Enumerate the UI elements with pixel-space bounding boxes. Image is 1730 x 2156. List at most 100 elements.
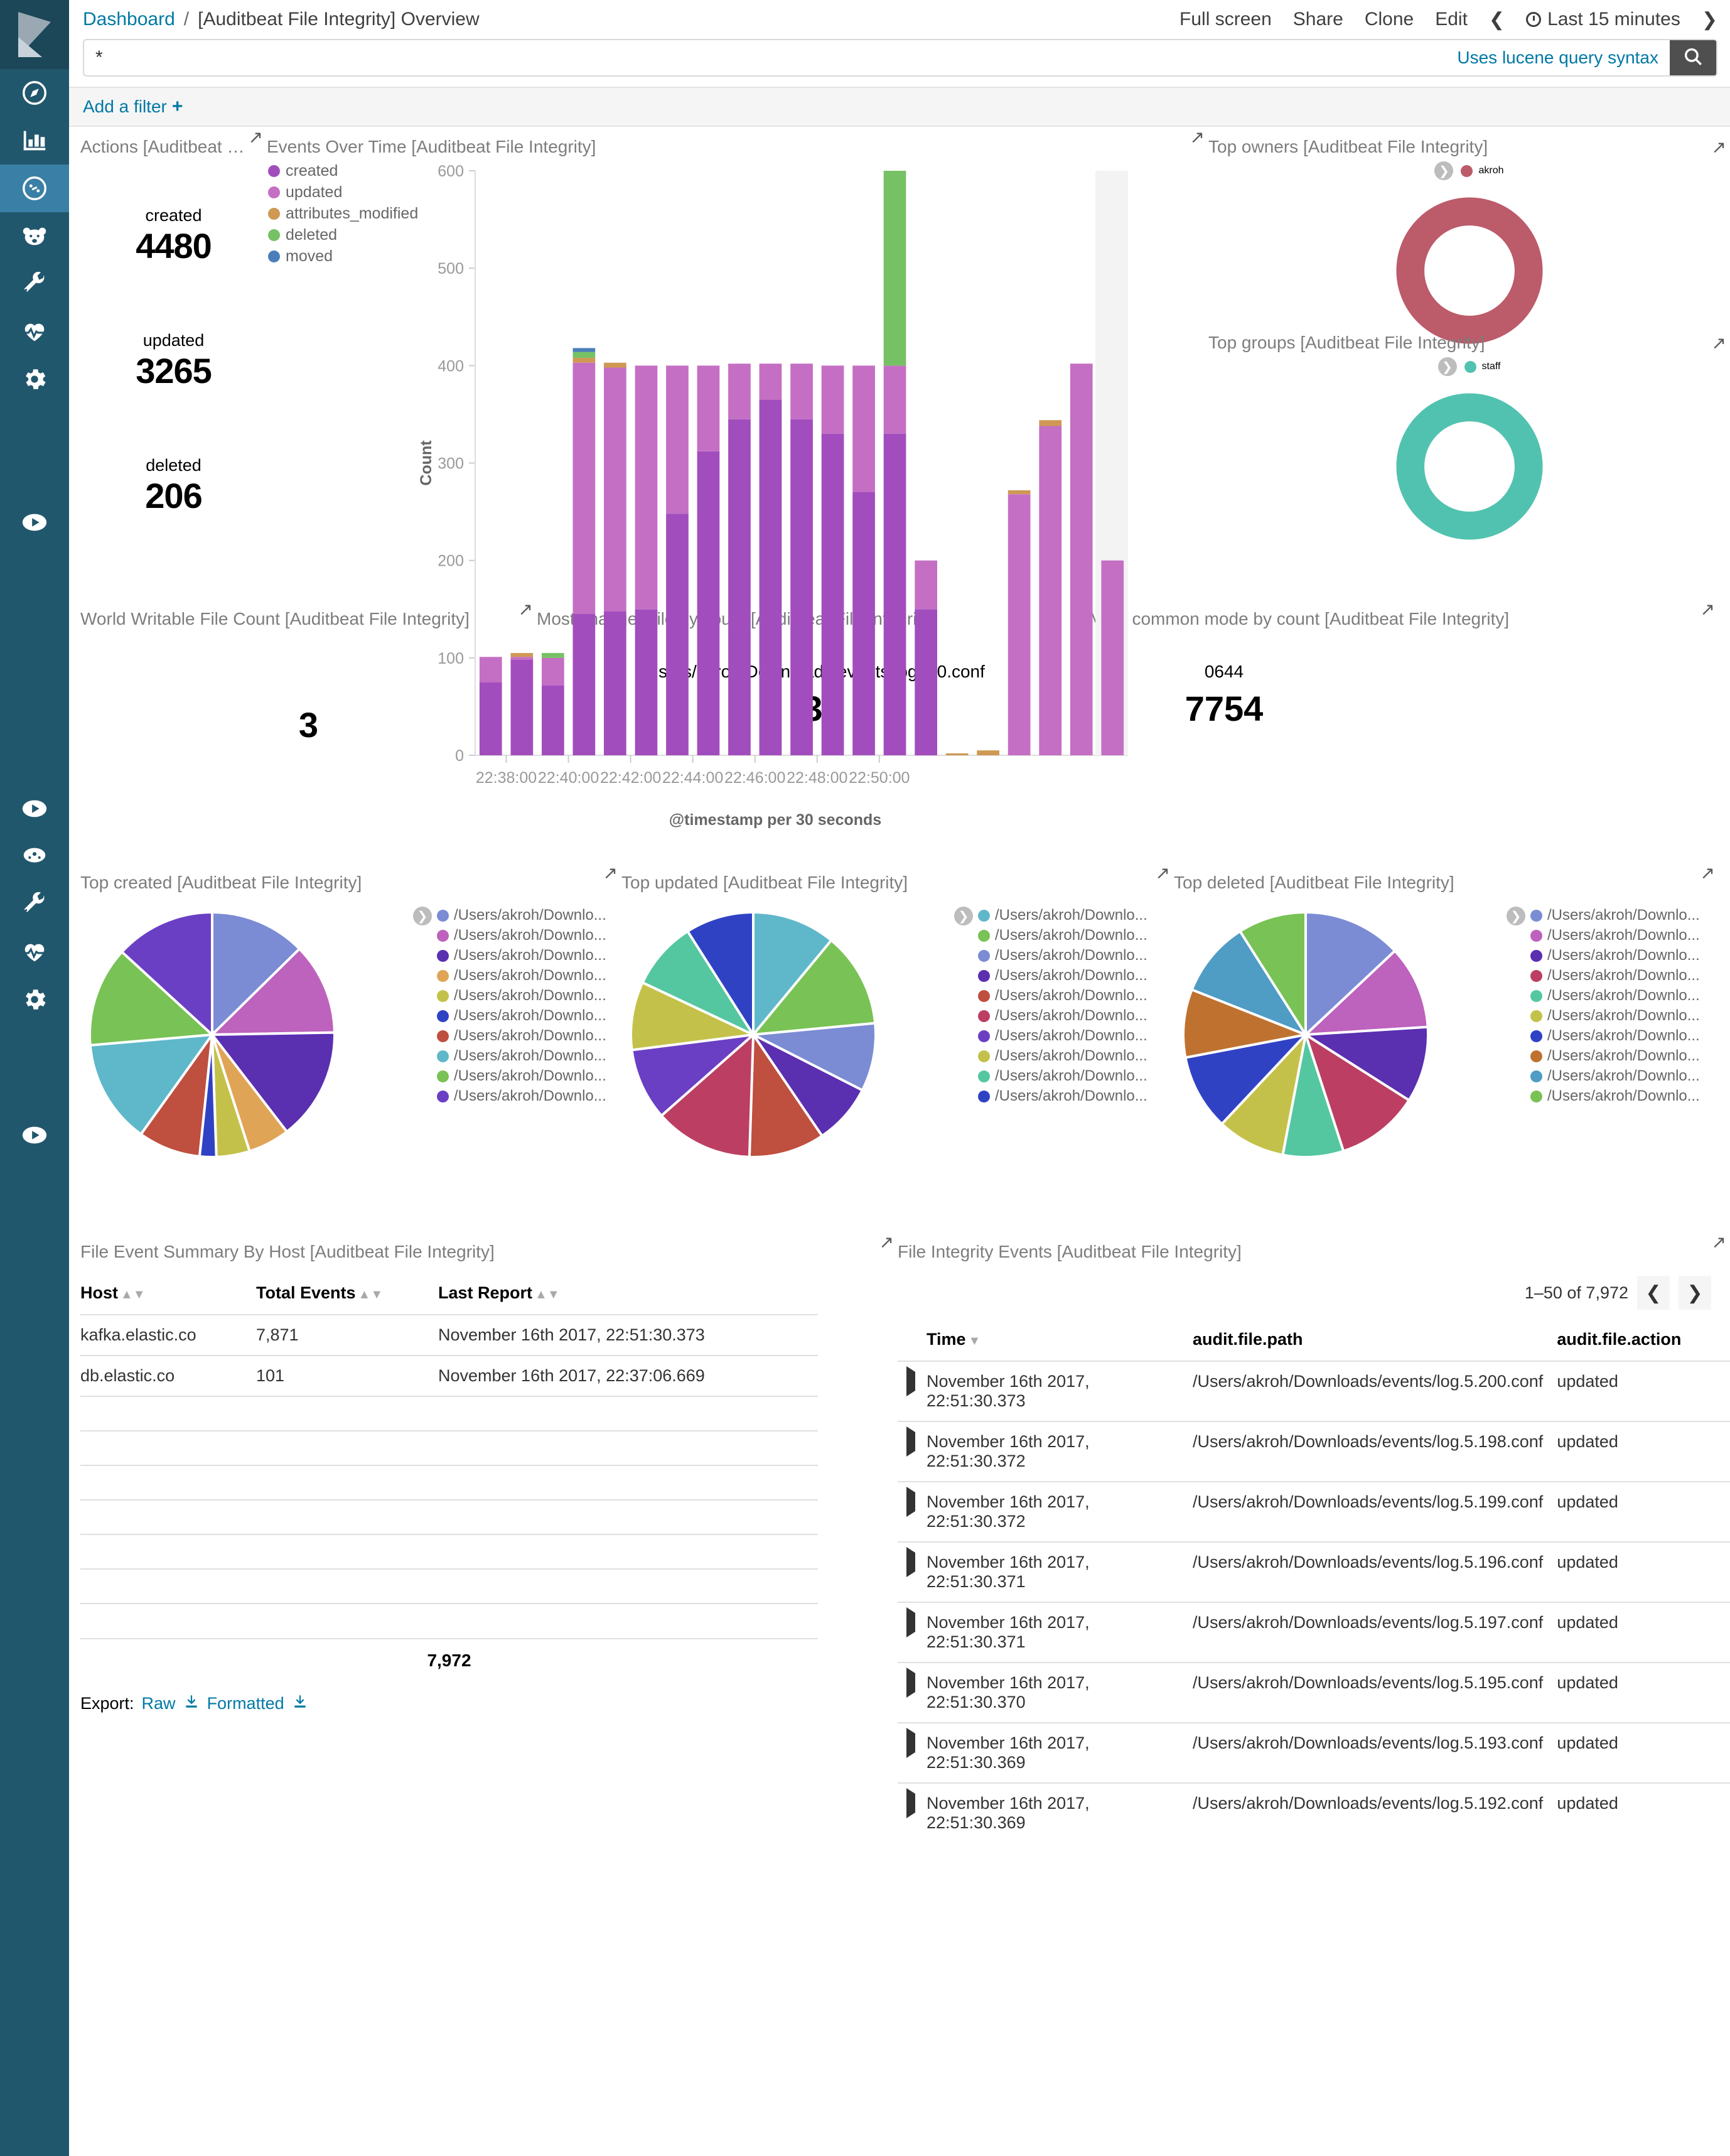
legend-item[interactable]: /Users/akroh/Downlo... [437,947,606,964]
expand-row-icon[interactable] [898,1541,927,1602]
legend-item[interactable]: /Users/akroh/Downlo... [1530,927,1700,944]
next-page-button[interactable]: ❯ [1679,1276,1711,1310]
legend-item[interactable]: /Users/akroh/Downlo... [978,947,1147,964]
sidebar-item-monitoring-2[interactable] [0,928,69,976]
legend-item[interactable]: /Users/akroh/Downlo... [978,1087,1147,1105]
table-row[interactable]: November 16th 2017, 22:51:30.372/Users/a… [898,1421,1730,1482]
legend-item[interactable]: /Users/akroh/Downlo... [437,1087,606,1105]
clone-button[interactable]: Clone [1364,9,1414,30]
search-button[interactable] [1670,40,1716,75]
expand-icon[interactable]: ↗ [1155,863,1170,883]
kibana-logo[interactable] [0,0,69,69]
edit-button[interactable]: Edit [1435,9,1468,30]
sidebar-item-management-2[interactable] [0,976,69,1023]
column-header-last-report[interactable]: Last Report ▲▼ [438,1277,818,1315]
expand-row-icon[interactable] [898,1421,927,1482]
legend-item[interactable]: /Users/akroh/Downlo... [1530,947,1700,964]
legend-item[interactable]: /Users/akroh/Downlo... [1530,1007,1700,1025]
table-row[interactable]: kafka.elastic.co 7,871 November 16th 2017,… [80,1314,818,1356]
legend-item[interactable]: /Users/akroh/Downlo... [978,1027,1147,1045]
expand-icon[interactable]: ↗ [1190,127,1205,147]
expand-row-icon[interactable] [898,1481,927,1542]
legend-item[interactable]: /Users/akroh/Downlo... [437,1067,606,1085]
time-range-picker[interactable]: Last 15 minutes [1526,9,1680,30]
legend-item[interactable]: /Users/akroh/Downlo... [437,927,606,944]
lucene-syntax-link[interactable]: Uses lucene query syntax [1457,48,1658,67]
legend-item[interactable]: /Users/akroh/Downlo... [1530,1047,1700,1065]
share-button[interactable]: Share [1292,9,1343,30]
sidebar-item-play-footer[interactable] [0,1111,69,1159]
table-row[interactable]: November 16th 2017, 22:51:30.372/Users/a… [898,1481,1730,1542]
expand-row-icon[interactable] [898,1662,927,1723]
table-row[interactable]: November 16th 2017, 22:51:30.369/Users/a… [898,1722,1730,1783]
breadcrumb-dashboard-link[interactable]: Dashboard [83,9,175,30]
sidebar-item-visualize[interactable] [0,117,69,164]
expand-icon[interactable]: ↗ [1711,1232,1726,1252]
top-updated-pie[interactable] [621,903,954,1170]
sidebar-item-play-bottom[interactable] [0,785,69,833]
legend-item[interactable]: /Users/akroh/Downlo... [437,1047,606,1065]
top-created-pie[interactable] [80,903,413,1170]
chevron-right-icon[interactable]: ❯ [1434,161,1454,180]
table-row[interactable]: db.elastic.co 101 November 16th 2017, 22:3… [80,1355,818,1396]
chevron-right-icon[interactable]: ❯ [954,907,973,925]
legend-item[interactable]: /Users/akroh/Downlo... [978,907,1147,924]
legend-item[interactable]: akroh [1461,164,1504,177]
chevron-right-icon[interactable]: ❯ [1507,907,1525,925]
sidebar-item-dev-tools[interactable] [0,260,69,308]
legend-item[interactable]: /Users/akroh/Downlo... [1530,1067,1700,1085]
table-row[interactable]: November 16th 2017, 22:51:30.369/Users/a… [898,1782,1730,1843]
chevron-right-icon[interactable]: ❯ [1437,357,1457,376]
legend-item[interactable]: /Users/akroh/Downlo... [1530,907,1700,924]
column-header-time[interactable]: Time ▼ [927,1323,1193,1361]
chevron-right-icon[interactable]: ❯ [413,907,432,925]
export-formatted-link[interactable]: Formatted [207,1694,284,1713]
full-screen-button[interactable]: Full screen [1179,9,1272,30]
column-header-host[interactable]: Host ▲▼ [80,1277,256,1315]
expand-icon[interactable]: ↗ [603,863,618,883]
legend-item[interactable]: /Users/akroh/Downlo... [978,967,1147,984]
legend-item[interactable]: /Users/akroh/Downlo... [1530,967,1700,984]
expand-icon[interactable]: ↗ [518,600,533,619]
table-row[interactable]: November 16th 2017, 22:51:30.371/Users/a… [898,1541,1730,1602]
legend-item[interactable]: /Users/akroh/Downlo... [437,967,606,984]
expand-icon[interactable]: ↗ [248,127,263,147]
expand-row-icon[interactable] [898,1782,927,1843]
prev-page-button[interactable]: ❮ [1637,1276,1670,1310]
legend-item[interactable]: /Users/akroh/Downlo... [1530,987,1700,1005]
top-deleted-pie[interactable] [1174,903,1507,1170]
legend-item[interactable]: /Users/akroh/Downlo... [437,987,606,1005]
legend-item[interactable]: /Users/akroh/Downlo... [978,1067,1147,1085]
legend-item[interactable]: /Users/akroh/Downlo... [1530,1087,1700,1105]
sidebar-item-play-top[interactable] [0,499,69,546]
column-header-total-events[interactable]: Total Events ▲▼ [256,1277,438,1315]
legend-item[interactable]: staff [1464,360,1500,373]
expand-icon[interactable]: ↗ [1700,863,1715,883]
export-raw-link[interactable]: Raw [142,1694,176,1713]
legend-item[interactable]: /Users/akroh/Downlo... [437,1007,606,1025]
expand-icon[interactable]: ↗ [1711,137,1726,157]
top-owners-donut[interactable] [1208,193,1730,348]
legend-item[interactable]: deleted [268,226,406,244]
legend-item[interactable]: /Users/akroh/Downlo... [978,987,1147,1005]
legend-item[interactable]: /Users/akroh/Downlo... [437,1027,606,1045]
legend-item[interactable]: /Users/akroh/Downlo... [978,1047,1147,1065]
sidebar-item-discover[interactable] [0,69,69,117]
sidebar-item-monitoring[interactable] [0,308,69,355]
legend-item[interactable]: created [268,162,406,180]
expand-icon[interactable]: ↗ [879,1232,894,1252]
table-row[interactable]: November 16th 2017, 22:51:30.373/Users/a… [898,1361,1730,1421]
chevron-right-icon[interactable]: ❯ [1701,9,1717,30]
search-input[interactable] [84,40,1458,75]
sidebar-item-management[interactable] [0,355,69,403]
table-row[interactable]: November 16th 2017, 22:51:30.370/Users/a… [898,1662,1730,1723]
sidebar-item-timelion-2[interactable] [0,833,69,880]
legend-item[interactable]: attributes_modified [268,205,418,223]
legend-item[interactable]: /Users/akroh/Downlo... [437,907,606,924]
sidebar-item-dev-tools-2[interactable] [0,880,69,928]
chevron-left-icon[interactable]: ❮ [1488,9,1505,30]
legend-item[interactable]: moved [268,247,406,266]
sidebar-item-dashboard[interactable] [0,164,69,212]
expand-icon[interactable]: ↗ [1700,600,1715,619]
top-groups-donut[interactable] [1208,389,1730,544]
